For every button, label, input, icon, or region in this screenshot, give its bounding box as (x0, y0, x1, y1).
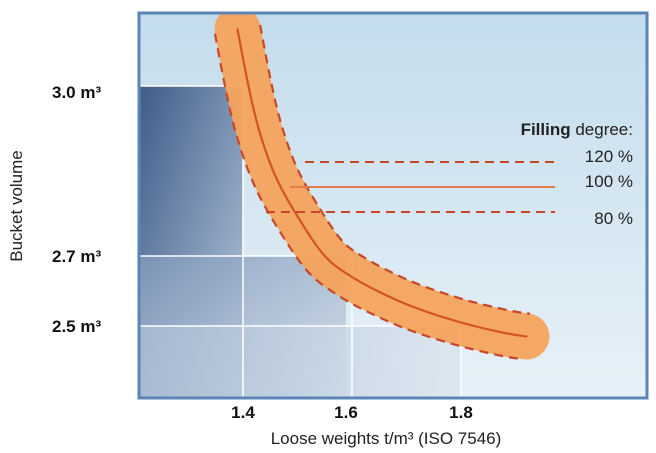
y-tick-2-5: 2.5 m³ (52, 317, 101, 336)
x-tick-1-4: 1.4 (231, 403, 255, 422)
y-tick-2-7: 2.7 m³ (52, 247, 101, 266)
step-blocks (139, 86, 461, 398)
y-axis-label: Bucket volume (7, 150, 26, 262)
band-edge-inner (259, 24, 531, 315)
x-axis-label: Loose weights t/m³ (ISO 7546) (271, 429, 502, 448)
step-block-2-5 (139, 326, 461, 398)
filling-band (214, 13, 550, 360)
y-tick-3-0: 3.0 m³ (52, 83, 101, 102)
series-line-100 (236, 28, 528, 338)
legend-title: Filling degree: (521, 120, 633, 139)
legend-title-bold: Filling (521, 120, 571, 139)
plot-border (137, 11, 649, 400)
x-tick-1-6: 1.6 (334, 403, 358, 422)
band-dashed-edges (213, 24, 531, 361)
legend-lines (266, 161, 555, 213)
legend-entry-120: 120 % (585, 147, 633, 166)
legend-entry-80: 80 % (594, 209, 633, 228)
band-edge-outer (213, 33, 523, 361)
x-tick-1-8: 1.8 (449, 403, 473, 422)
legend-title-rest: degree: (571, 120, 633, 139)
legend-entry-100: 100 % (585, 172, 633, 191)
